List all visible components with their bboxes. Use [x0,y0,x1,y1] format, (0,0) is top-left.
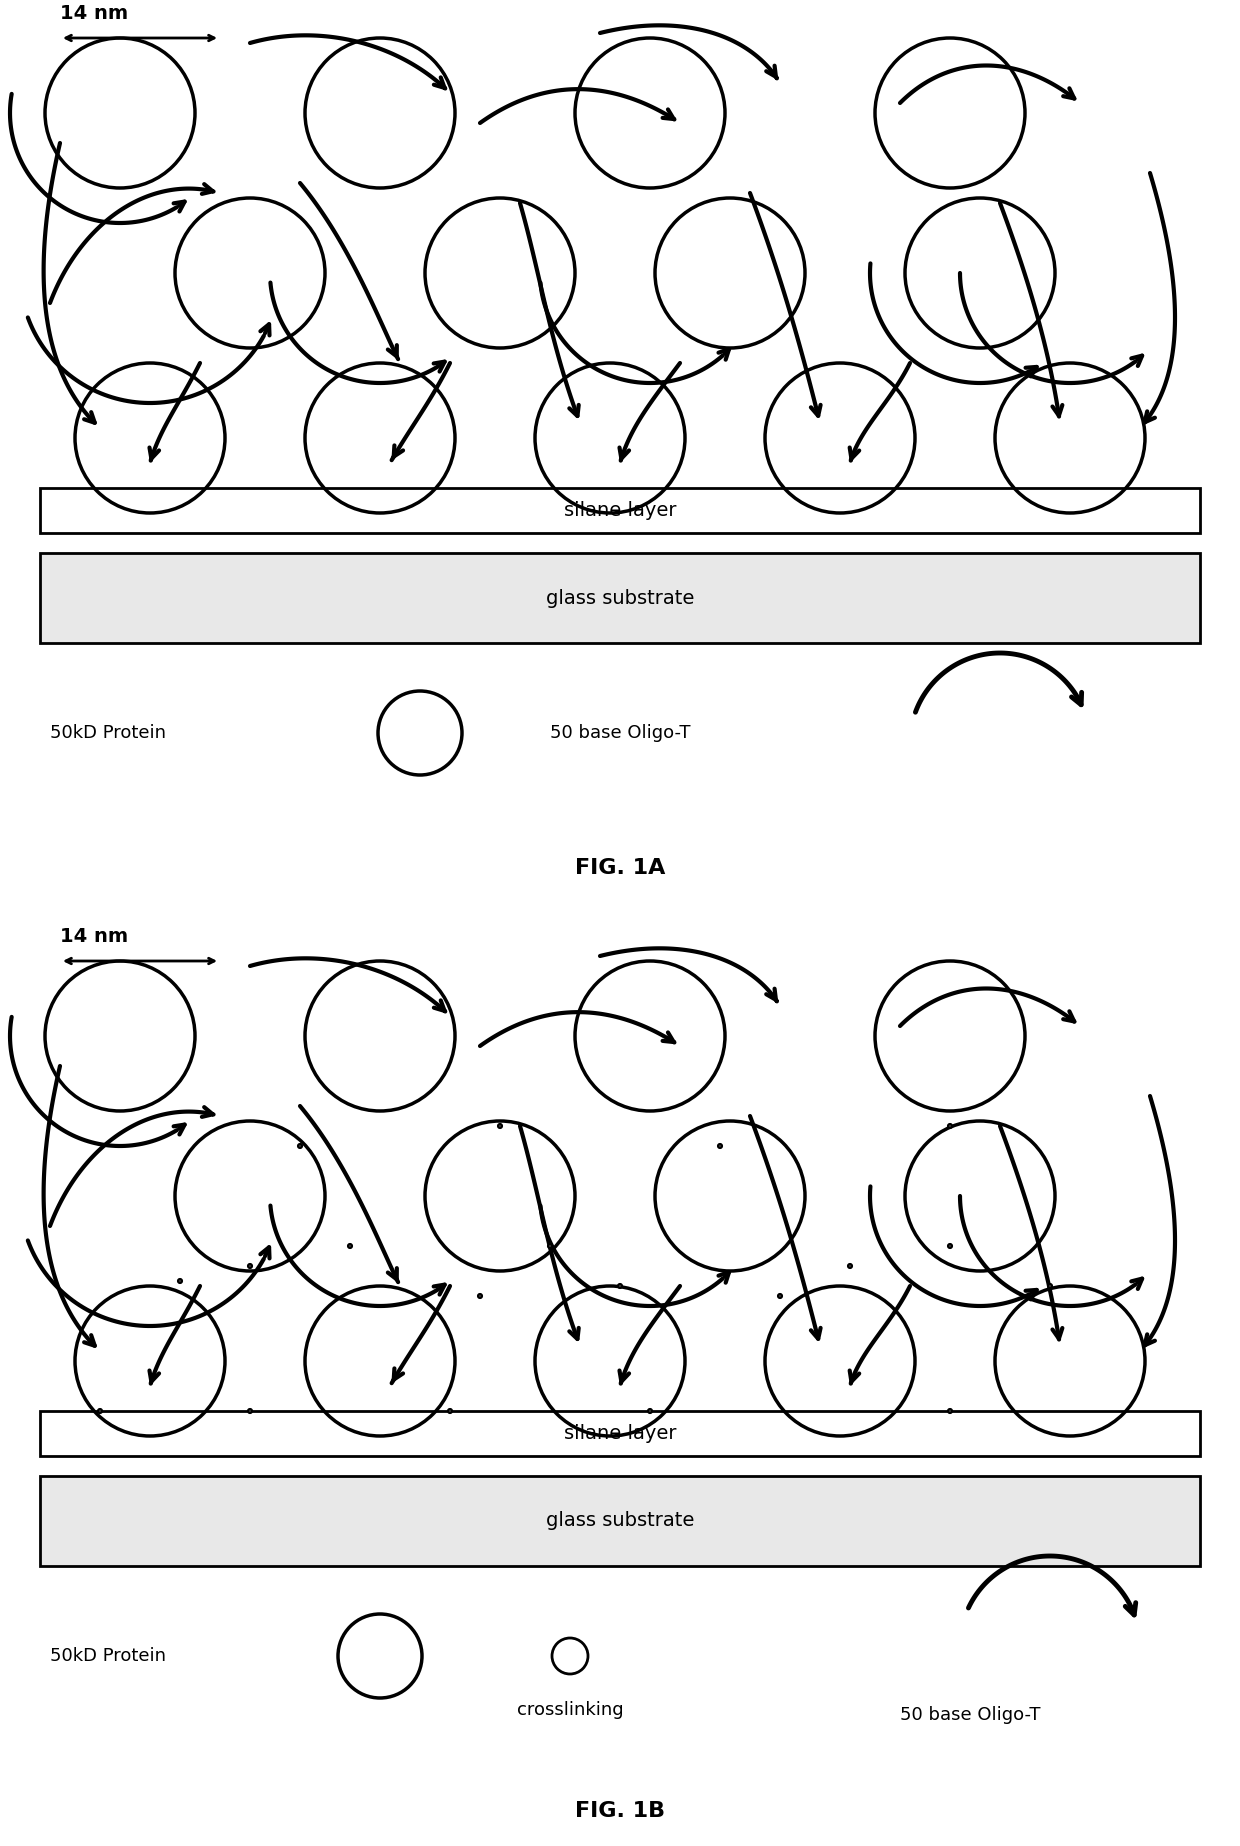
Bar [40,1477,1200,1565]
Text: 50kD Protein: 50kD Protein [50,1647,166,1665]
Text: 50 base Oligo-T: 50 base Oligo-T [551,724,691,742]
Text: crosslinking: crosslinking [517,1700,624,1719]
Circle shape [479,1294,482,1298]
Circle shape [1048,1285,1052,1289]
Circle shape [718,1145,722,1148]
Circle shape [248,1408,252,1412]
Circle shape [298,1145,301,1148]
Circle shape [649,1408,652,1412]
Circle shape [179,1279,182,1283]
Circle shape [448,1408,451,1412]
Bar [40,1410,1200,1456]
Circle shape [498,1124,502,1128]
Text: FIG. 1B: FIG. 1B [575,1802,665,1820]
Text: 14 nm: 14 nm [60,4,128,22]
Circle shape [552,1637,588,1674]
Text: glass substrate: glass substrate [546,589,694,607]
Circle shape [348,1244,352,1248]
Circle shape [949,1408,952,1412]
Circle shape [848,1265,852,1268]
Text: 50kD Protein: 50kD Protein [50,724,166,742]
Circle shape [98,1408,102,1412]
Circle shape [949,1124,952,1128]
Circle shape [248,1265,252,1268]
Text: glass substrate: glass substrate [546,1512,694,1530]
Circle shape [548,1244,552,1248]
Bar [40,487,1200,533]
Circle shape [949,1244,952,1248]
Text: silane layer: silane layer [564,1423,676,1444]
Text: 14 nm: 14 nm [60,927,128,945]
Text: silane layer: silane layer [564,500,676,521]
Circle shape [779,1294,781,1298]
Text: 50 base Oligo-T: 50 base Oligo-T [900,1706,1040,1724]
Bar [40,554,1200,642]
Circle shape [619,1285,621,1289]
Text: FIG. 1A: FIG. 1A [575,858,665,879]
